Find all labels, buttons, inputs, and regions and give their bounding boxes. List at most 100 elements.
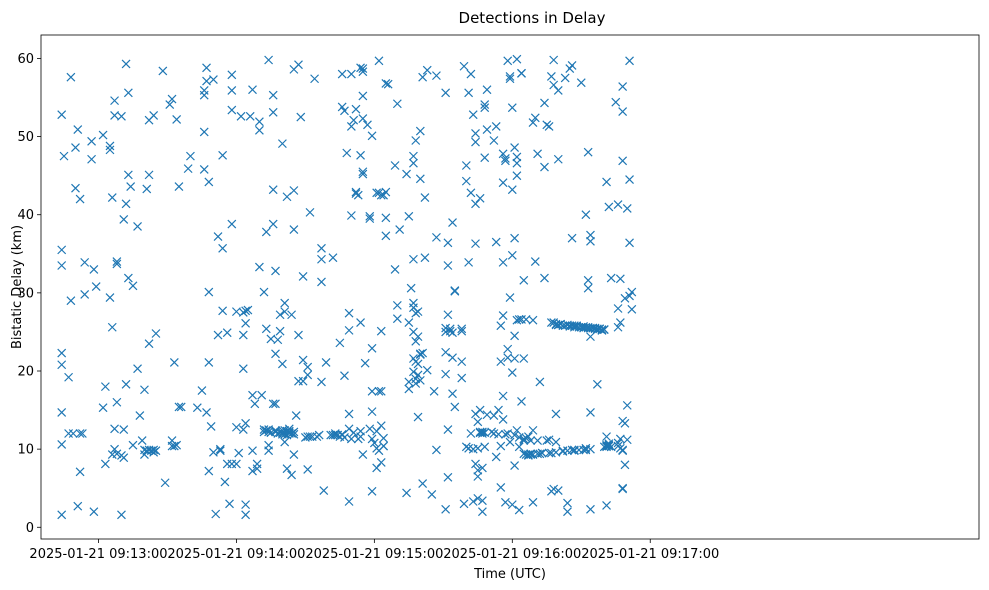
data-point	[238, 330, 248, 340]
data-point	[199, 127, 209, 137]
data-point	[512, 152, 522, 162]
data-point	[298, 272, 308, 281]
data-point	[213, 232, 223, 242]
data-point	[507, 185, 517, 195]
data-point	[441, 504, 451, 514]
data-point	[202, 407, 211, 417]
data-point	[567, 233, 577, 243]
data-point	[144, 339, 154, 349]
data-point	[346, 211, 356, 220]
data-point	[98, 130, 108, 140]
data-point	[392, 300, 402, 310]
data-point	[257, 390, 267, 400]
data-point	[87, 154, 97, 164]
data-point	[622, 400, 632, 410]
data-point	[409, 151, 418, 161]
data-point	[121, 199, 131, 209]
data-point	[471, 239, 480, 249]
data-point	[519, 275, 529, 285]
data-point	[340, 432, 349, 442]
data-point	[358, 169, 368, 179]
data-point	[540, 162, 549, 172]
data-point	[254, 117, 264, 127]
data-point	[496, 357, 506, 367]
data-point	[489, 411, 499, 420]
data-point	[215, 444, 225, 454]
data-point	[409, 367, 418, 377]
data-point	[121, 59, 131, 69]
data-point	[75, 194, 85, 204]
data-point	[551, 437, 561, 447]
data-point	[549, 80, 559, 90]
data-point	[151, 329, 161, 338]
data-point	[107, 193, 117, 202]
data-point	[409, 158, 418, 168]
data-point	[475, 405, 485, 415]
data-point	[480, 100, 490, 109]
data-point	[422, 365, 432, 375]
data-point	[305, 432, 315, 442]
data-point	[523, 432, 533, 442]
data-point	[367, 131, 377, 141]
data-point	[119, 214, 129, 224]
data-point	[75, 429, 85, 438]
data-point	[213, 330, 223, 340]
data-point	[294, 60, 303, 70]
data-point	[618, 446, 628, 456]
data-point	[151, 446, 161, 456]
data-point	[277, 359, 287, 369]
data-point	[441, 88, 451, 98]
data-point	[510, 143, 520, 152]
data-point	[500, 154, 510, 163]
data-point	[379, 433, 388, 443]
data-point	[202, 63, 211, 73]
data-point	[477, 463, 487, 473]
data-point	[381, 213, 391, 223]
data-point	[367, 407, 377, 417]
y-tick-label: 30	[17, 286, 34, 301]
data-point	[602, 177, 611, 187]
data-point	[528, 118, 538, 127]
data-point	[528, 425, 538, 435]
data-point	[57, 110, 67, 120]
data-point	[604, 202, 614, 212]
data-point	[248, 85, 257, 95]
data-point	[317, 277, 326, 287]
data-point	[110, 424, 119, 434]
data-point	[503, 344, 513, 354]
data-point	[491, 452, 501, 462]
data-point	[514, 442, 524, 452]
data-point	[402, 169, 411, 179]
data-point	[140, 385, 149, 395]
data-point	[264, 55, 274, 65]
data-point	[512, 54, 522, 64]
data-point	[602, 432, 611, 442]
data-point	[512, 425, 522, 435]
data-point	[192, 403, 202, 413]
data-point	[100, 382, 110, 392]
data-point	[273, 335, 283, 345]
data-point	[238, 364, 248, 374]
data-point	[611, 97, 621, 107]
data-point	[57, 348, 67, 358]
data-point	[248, 466, 257, 476]
data-point	[477, 507, 487, 517]
data-point	[280, 437, 290, 447]
data-point	[356, 318, 365, 327]
data-point	[415, 375, 425, 385]
data-point	[563, 507, 572, 517]
data-point	[254, 262, 264, 272]
data-point	[158, 66, 168, 76]
data-point	[420, 253, 430, 263]
data-point	[618, 484, 628, 494]
data-point	[466, 429, 476, 438]
data-point	[395, 225, 405, 234]
data-point	[613, 438, 623, 448]
data-point	[268, 107, 278, 117]
data-point	[356, 432, 365, 442]
data-point	[510, 461, 520, 470]
data-point	[457, 357, 467, 367]
data-point	[409, 254, 418, 264]
x-tick-label: 2025-01-21 09:14:00	[167, 547, 305, 562]
data-point	[344, 325, 354, 335]
